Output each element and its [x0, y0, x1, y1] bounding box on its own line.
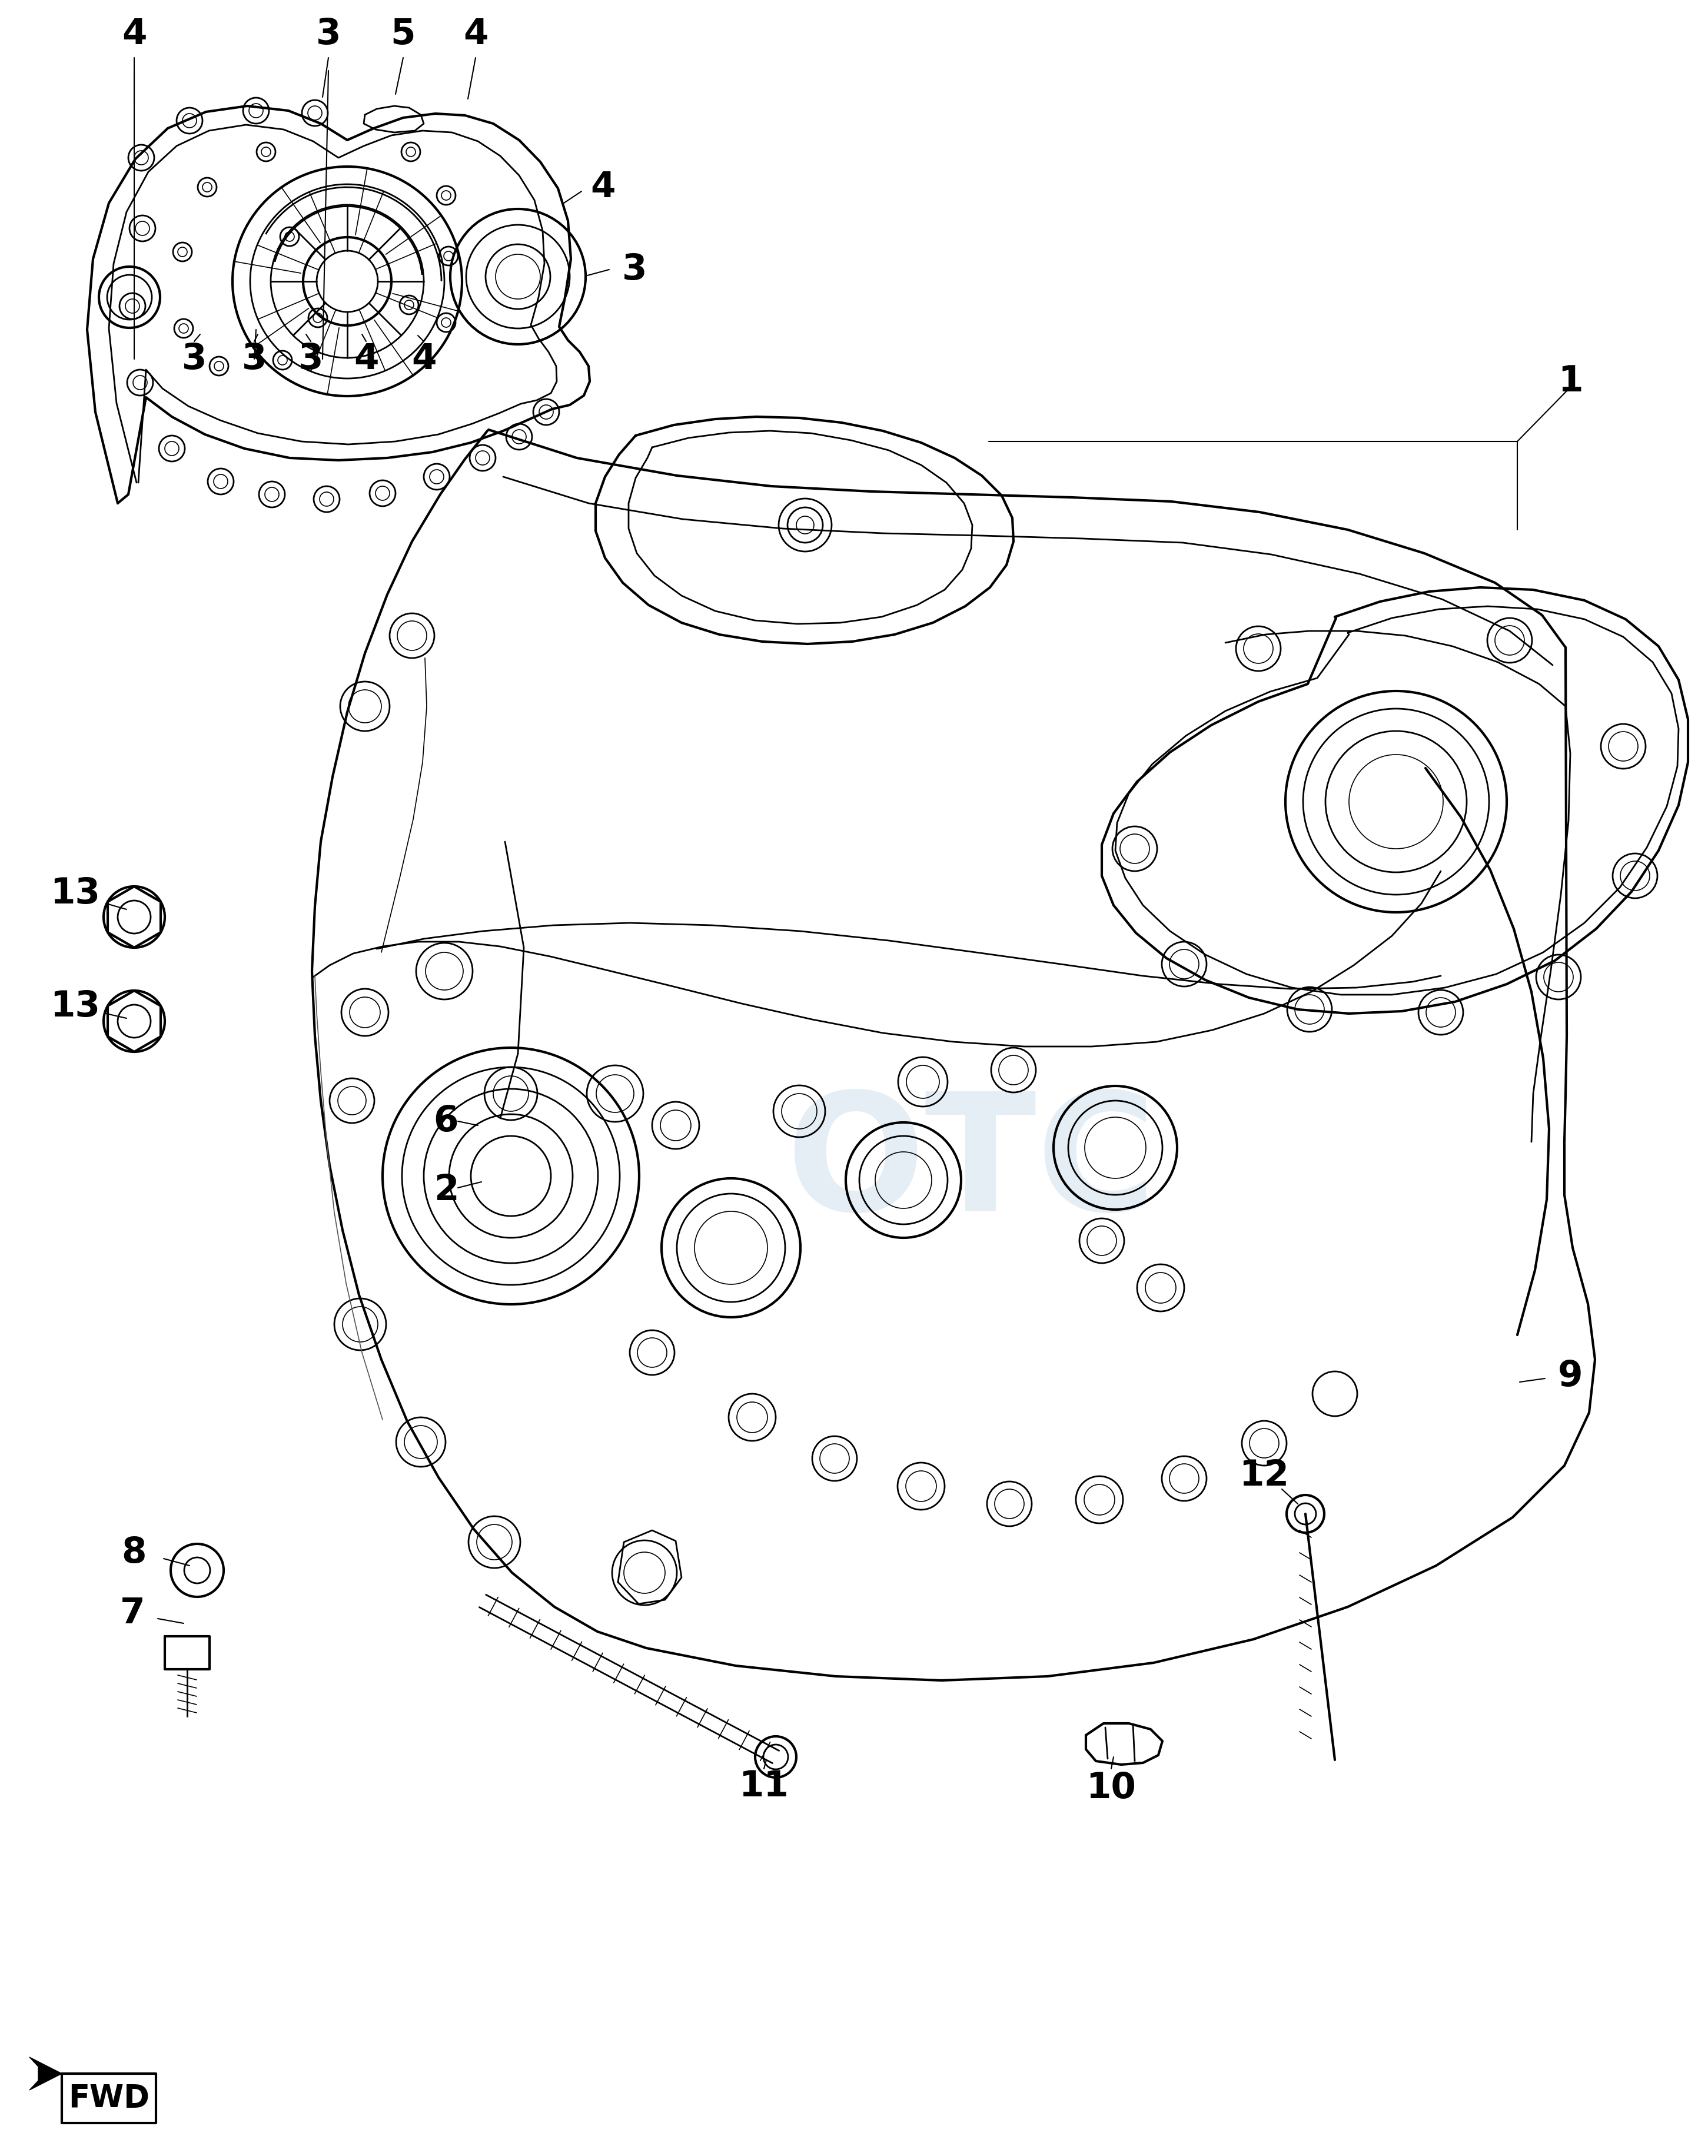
Text: 2: 2 — [434, 1173, 459, 1207]
Text: 4: 4 — [463, 17, 488, 52]
Text: 9: 9 — [1558, 1358, 1583, 1393]
Text: 8: 8 — [121, 1535, 147, 1570]
Text: 6: 6 — [434, 1104, 459, 1138]
Text: 3: 3 — [243, 341, 266, 377]
Text: 1: 1 — [1558, 364, 1583, 399]
Text: 5: 5 — [391, 17, 415, 52]
Text: OTC: OTC — [786, 1087, 1156, 1244]
Text: 1: 1 — [1558, 364, 1583, 399]
Text: 11: 11 — [740, 1770, 789, 1805]
Polygon shape — [29, 2057, 61, 2089]
Text: FWD: FWD — [68, 2083, 150, 2113]
Text: 4: 4 — [591, 170, 617, 205]
Text: 3: 3 — [622, 252, 647, 287]
Text: 4: 4 — [412, 341, 436, 377]
Text: 10: 10 — [1086, 1770, 1136, 1805]
Text: 7: 7 — [120, 1598, 145, 1632]
Text: 4: 4 — [354, 341, 379, 377]
Text: 3: 3 — [316, 17, 342, 52]
Text: 12: 12 — [1240, 1460, 1290, 1494]
Text: 13: 13 — [50, 875, 101, 910]
Text: 13: 13 — [50, 990, 101, 1024]
Text: 3: 3 — [181, 341, 207, 377]
Text: 3: 3 — [299, 341, 323, 377]
Text: 4: 4 — [121, 17, 147, 52]
